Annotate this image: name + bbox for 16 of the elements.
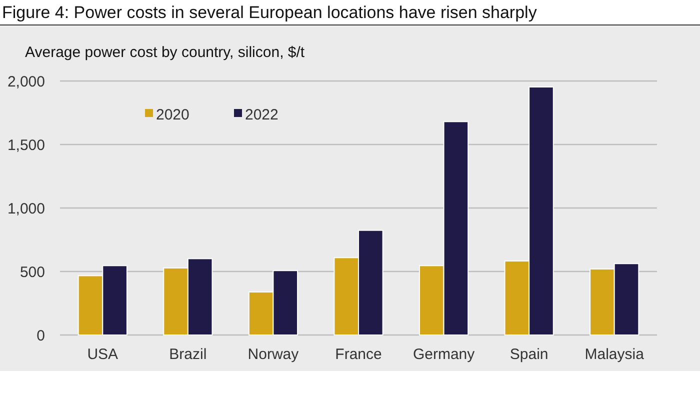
x-tick-label: USA	[87, 346, 118, 363]
y-tick-label: 1,000	[7, 200, 45, 218]
y-tick-label: 500	[20, 264, 45, 281]
x-tick-label: Spain	[510, 346, 548, 363]
y-tick-label: 1,500	[7, 136, 45, 154]
y-tick-label: 0	[36, 327, 45, 344]
chart-subtitle: Average power cost by country, silicon, $/t	[25, 44, 306, 61]
legend-label: 2022	[245, 106, 278, 124]
x-tick-label: Brazil	[169, 346, 207, 363]
x-tick-label: Norway	[248, 346, 300, 363]
x-tick-label: France	[335, 346, 382, 363]
x-tick-label: Germany	[412, 346, 476, 363]
x-tick-label: Malaysia	[584, 346, 645, 363]
y-tick-label: 2,000	[7, 73, 45, 90]
legend-label: 2020	[156, 106, 190, 124]
chart-title: Figure 4: Power costs in several European locations have risen sharply	[2, 3, 538, 22]
